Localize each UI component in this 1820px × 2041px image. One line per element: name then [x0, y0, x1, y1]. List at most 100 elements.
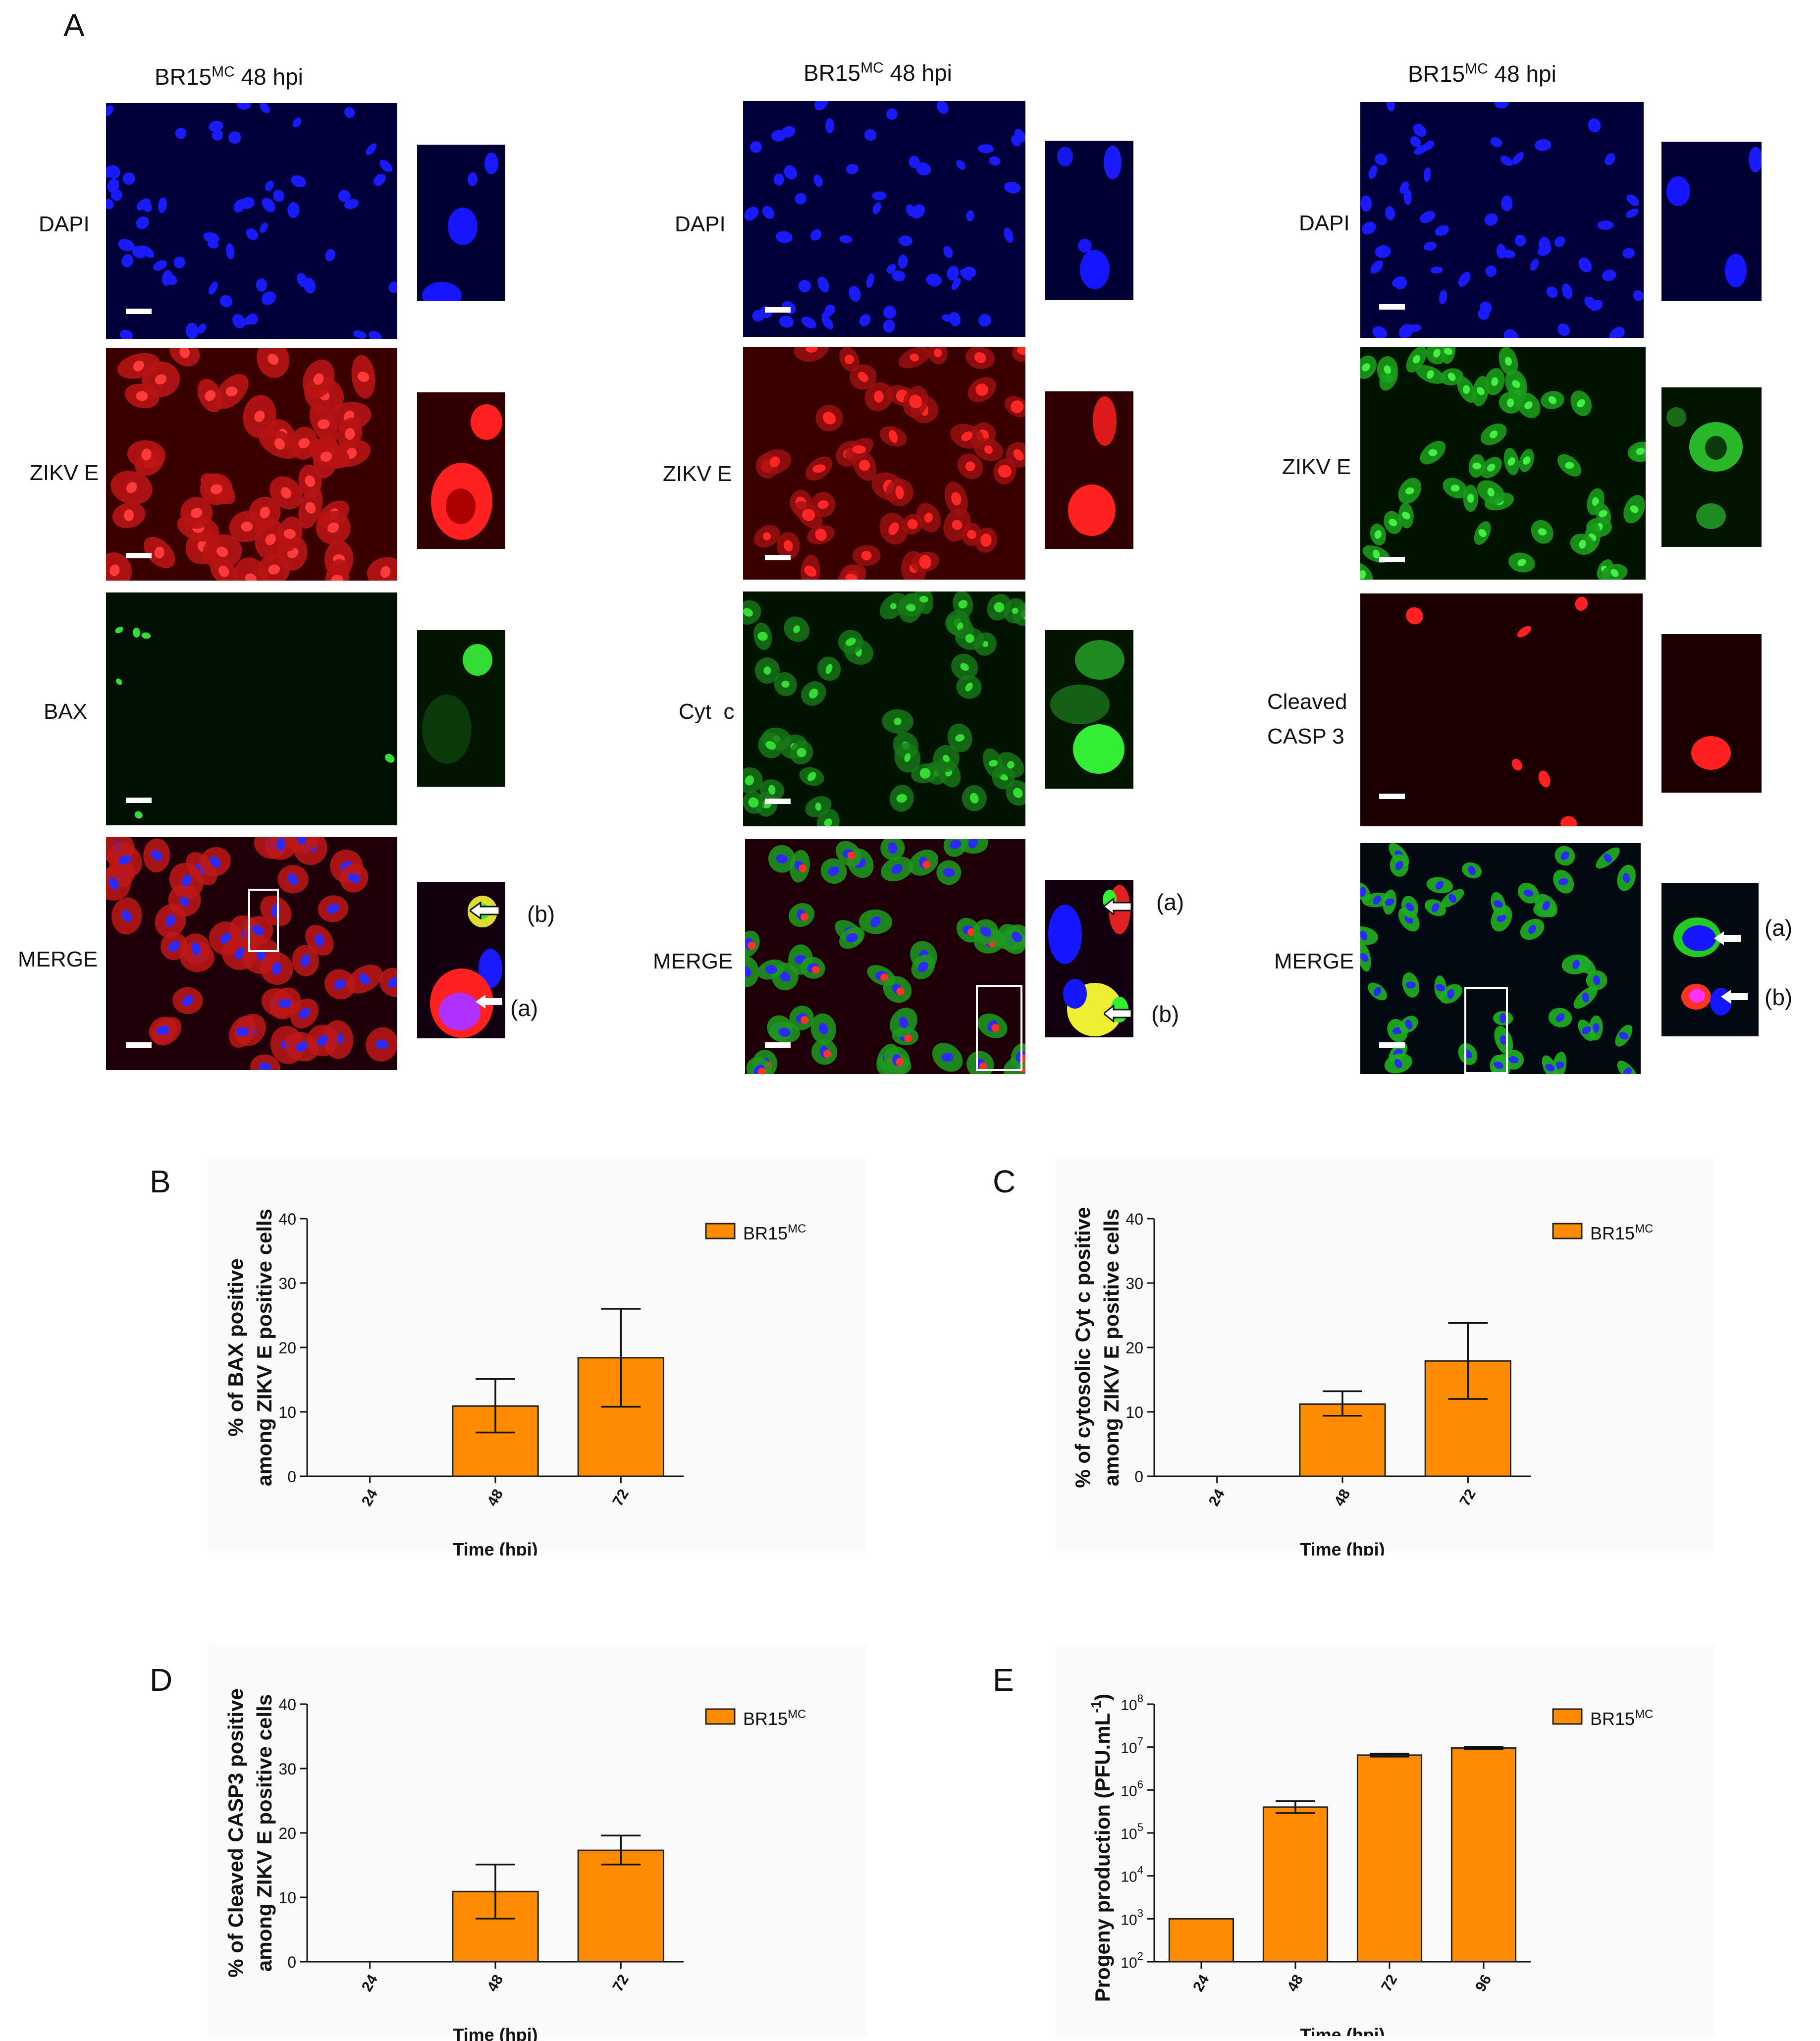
cell — [1426, 370, 1434, 379]
cell — [1548, 396, 1557, 404]
cell — [260, 103, 270, 113]
cell — [1410, 136, 1421, 147]
cell — [287, 873, 299, 885]
cell — [1623, 1068, 1632, 1074]
cell — [864, 129, 877, 141]
cell — [1428, 449, 1438, 456]
y-tick-label: 105 — [1121, 1821, 1143, 1842]
cell — [801, 317, 816, 329]
cell — [305, 475, 316, 487]
cell — [1560, 816, 1577, 826]
cell — [260, 506, 270, 519]
cell — [1487, 487, 1495, 497]
cell — [1582, 992, 1589, 1003]
cell — [745, 966, 751, 977]
cell — [980, 926, 992, 937]
cell — [1534, 139, 1552, 151]
cell — [745, 775, 754, 786]
cell — [133, 360, 144, 372]
arrow-label-b: (b) — [1765, 984, 1793, 1010]
micrograph-merge — [745, 839, 1025, 1074]
cell — [1007, 761, 1015, 769]
scale-bar — [1379, 1042, 1405, 1048]
cell — [1373, 986, 1382, 996]
cell — [1528, 924, 1537, 934]
cell — [1605, 153, 1615, 165]
cell — [968, 839, 978, 849]
cell — [809, 688, 818, 698]
cell — [779, 971, 791, 982]
cell — [1515, 234, 1526, 247]
cell — [1360, 195, 1372, 212]
cell — [232, 314, 245, 328]
cell — [1572, 960, 1580, 969]
cell — [888, 522, 899, 536]
cell — [845, 574, 857, 580]
cell — [119, 329, 133, 339]
row-label-merge: MERGE — [653, 949, 733, 973]
cell — [132, 246, 147, 259]
cell — [369, 331, 382, 339]
cell — [185, 322, 199, 339]
cell — [861, 550, 872, 561]
zoom-region-box — [1464, 987, 1508, 1074]
cell — [1484, 213, 1498, 226]
cell — [765, 741, 776, 750]
arrow-b-icon — [470, 902, 500, 919]
cell — [1538, 770, 1551, 788]
cell — [825, 118, 834, 134]
y-tick-label: 104 — [1121, 1864, 1143, 1885]
cell — [1500, 1035, 1507, 1045]
inset-cleaved-casp3 — [1661, 634, 1762, 793]
cell — [965, 683, 973, 692]
panel-a-label: A — [63, 7, 85, 43]
cell — [1522, 456, 1531, 465]
cell — [118, 239, 135, 251]
cell — [915, 162, 931, 176]
cell — [106, 199, 114, 210]
cell — [1512, 152, 1524, 165]
cell — [205, 390, 216, 401]
cell — [1450, 484, 1460, 492]
scale-bar — [1379, 794, 1405, 799]
y-axis-label: among ZIKV E positive cells — [1100, 1209, 1123, 1486]
micrograph-dapi — [743, 101, 1025, 337]
row-label-dapi: DAPI — [39, 212, 90, 236]
cell — [907, 519, 918, 530]
cell — [752, 310, 765, 322]
cell — [108, 878, 119, 890]
cell — [218, 565, 229, 577]
cell — [276, 838, 286, 851]
legend-swatch — [1552, 1223, 1583, 1239]
cell — [1447, 373, 1456, 381]
cell — [749, 141, 762, 153]
chart-background — [1055, 1159, 1714, 1551]
y-axis-label: % of BAX positive — [224, 1258, 247, 1436]
cell — [1431, 903, 1440, 913]
y-tick-label: 40 — [278, 1696, 296, 1714]
cell — [122, 172, 135, 185]
cell — [1405, 903, 1414, 912]
cell — [1622, 248, 1635, 259]
cell — [744, 207, 759, 221]
y-tick-label: 0 — [1134, 1468, 1143, 1486]
cell — [388, 977, 397, 988]
cell — [1487, 463, 1496, 472]
cell — [896, 1058, 904, 1066]
cell — [273, 190, 284, 202]
cell — [1609, 328, 1619, 338]
cell — [1370, 260, 1384, 274]
cell — [154, 546, 164, 559]
y-tick-label: 0 — [287, 1468, 296, 1486]
cell — [823, 1050, 832, 1058]
cell — [1546, 286, 1558, 298]
inset-dapi — [417, 145, 505, 301]
panel-d-label: D — [150, 1662, 173, 1698]
y-tick-label: 20 — [278, 1825, 296, 1842]
cell — [1402, 512, 1410, 520]
cell — [1494, 102, 1509, 109]
y-tick-label: 106 — [1121, 1778, 1143, 1799]
micrograph-bax — [106, 592, 397, 825]
cell — [181, 874, 192, 887]
